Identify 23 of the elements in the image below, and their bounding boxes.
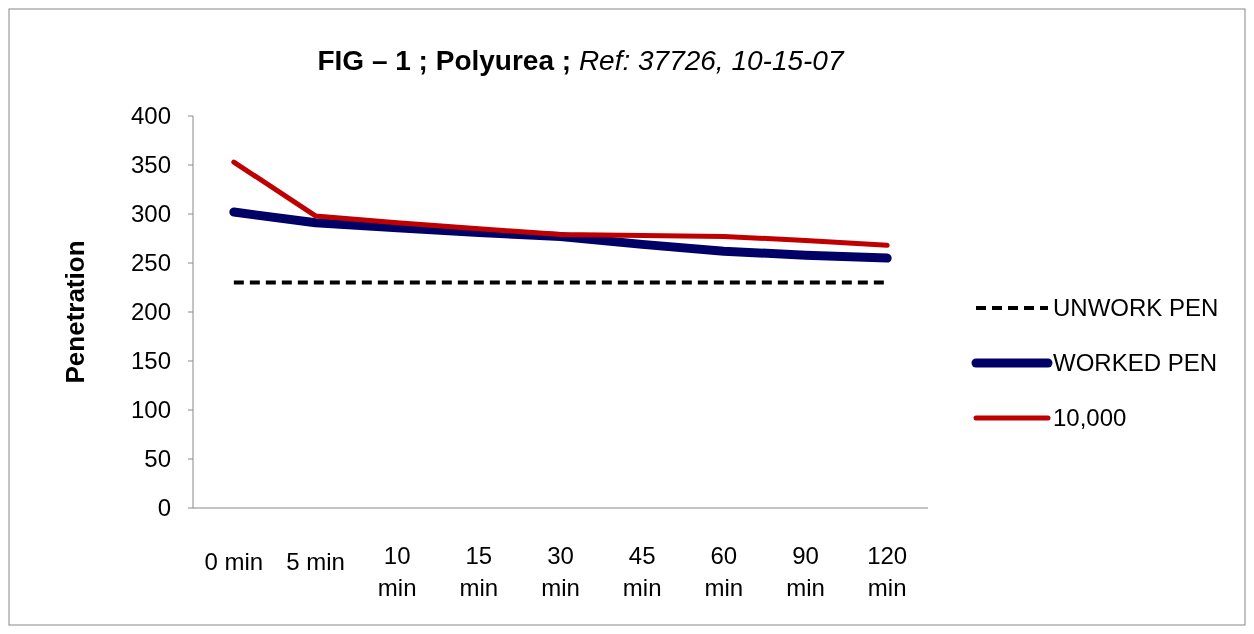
y-tick-label: 50 xyxy=(144,445,171,473)
x-tick-label: 10 min xyxy=(377,542,417,601)
chart-title: FIG – 1 ; Polyurea ; Ref: 37726, 10-15-07 xyxy=(317,45,845,76)
x-tick-label: 0 min xyxy=(204,548,264,575)
legend-label: WORKED PEN xyxy=(1053,349,1218,377)
x-tick-label: 5 min xyxy=(286,548,345,575)
x-tick-label: 15 min xyxy=(459,542,499,601)
x-tick-label: 30 min xyxy=(541,542,580,601)
x-tick-label: 120 min xyxy=(867,542,908,601)
x-tick-label: 90 min xyxy=(786,542,825,601)
y-axis-title: Penetration xyxy=(60,240,90,384)
y-tick-label: 350 xyxy=(130,151,171,179)
legend-label: UNWORK PEN xyxy=(1053,294,1219,322)
y-tick-label: 100 xyxy=(130,396,171,424)
y-tick-label: 150 xyxy=(130,347,171,375)
x-tick-label: 45 min xyxy=(622,542,662,601)
y-tick-label: 200 xyxy=(130,298,171,326)
y-tick-label: 300 xyxy=(130,200,171,228)
y-tick-label: 0 xyxy=(157,494,171,522)
legend-label: 10,000 xyxy=(1053,404,1127,432)
y-tick-label: 400 xyxy=(130,102,171,130)
y-tick-label: 250 xyxy=(130,249,171,277)
x-tick-label: 60 min xyxy=(704,542,744,601)
